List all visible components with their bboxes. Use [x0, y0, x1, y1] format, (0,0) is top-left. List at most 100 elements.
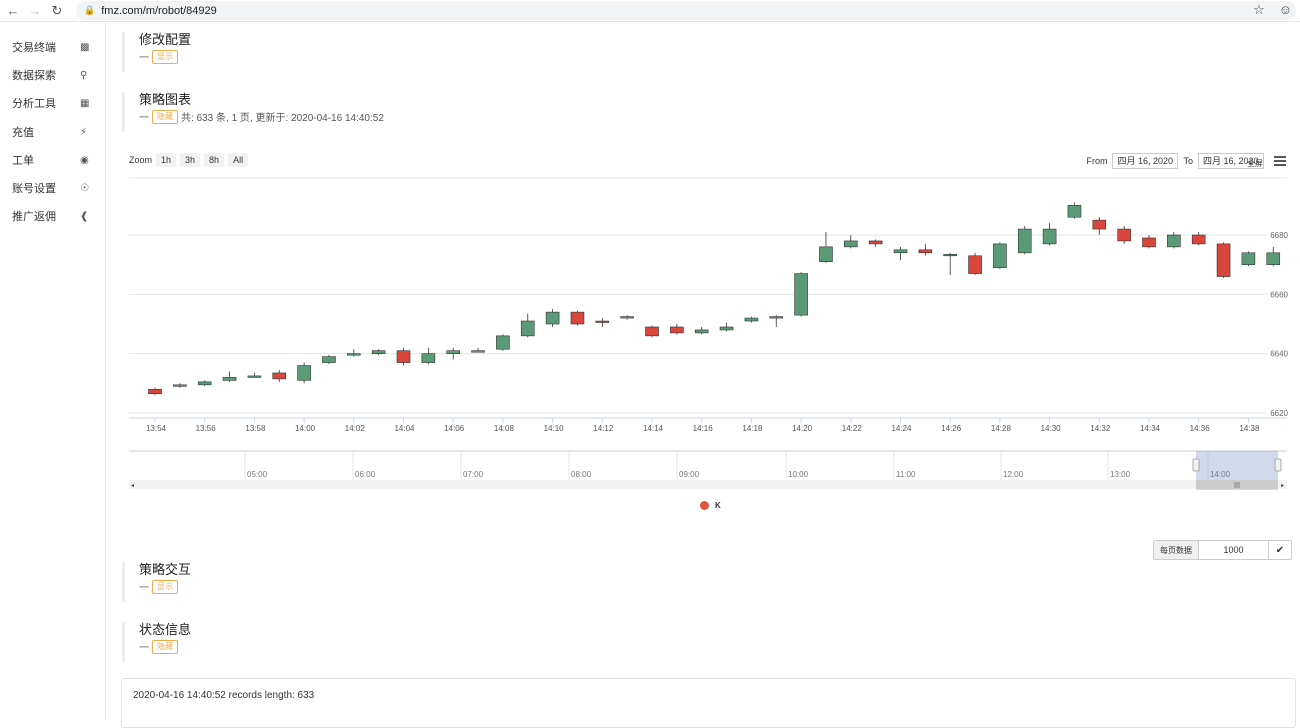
- sidebar-item-recharge[interactable]: 充值 ⚡: [0, 118, 106, 146]
- fullscreen-button[interactable]: 全屏: [1247, 159, 1263, 168]
- zoom-label: Zoom: [129, 155, 153, 165]
- candle-body: [371, 350, 386, 354]
- x-tick-label: 14:08: [494, 424, 515, 433]
- navigator-tick-label: 11:00: [896, 470, 916, 479]
- x-tick-label: 14:06: [444, 424, 465, 433]
- from-label: From: [1086, 156, 1108, 166]
- navigator-right-handle: [1274, 458, 1282, 472]
- confirm-check-icon[interactable]: ✔: [1275, 544, 1285, 556]
- bar-chart-icon: ▩: [80, 41, 90, 53]
- x-tick-label: 14:28: [991, 424, 1012, 433]
- candle-body: [272, 372, 287, 380]
- x-tick-label: 14:30: [1041, 424, 1062, 433]
- url-text[interactable]: fmz.com/m/robot/84929: [101, 4, 217, 17]
- x-tick-label: 14:12: [593, 424, 614, 433]
- candle-body: [918, 249, 933, 254]
- candle-body: [744, 317, 759, 322]
- x-tick-label: 14:04: [394, 424, 415, 433]
- sidebar-item-data-explore[interactable]: 数据探索 ⚲: [0, 61, 106, 89]
- bookmark-star-icon[interactable]: ☆: [1253, 2, 1265, 17]
- candle-body: [943, 253, 958, 257]
- candle-body: [322, 356, 336, 363]
- status-log-text: 2020-04-16 14:40:52 records length: 633: [133, 690, 315, 701]
- to-date-input[interactable]: 四月 16, 2020: [1198, 153, 1264, 169]
- chat-icon: ◉: [80, 154, 89, 166]
- from-date-input[interactable]: 四月 16, 2020: [1112, 153, 1179, 169]
- show-toggle-button[interactable]: 显示: [152, 49, 178, 64]
- chart-legend[interactable]: K: [700, 501, 721, 510]
- y-tick-label: 6680: [1270, 231, 1288, 240]
- sidebar-item-affiliate[interactable]: 推广返佣 ❰: [0, 202, 106, 230]
- per-page-input[interactable]: 1000: [1199, 541, 1269, 559]
- candle-body: [769, 316, 784, 319]
- navigator-tick-label: 13:00: [1110, 470, 1131, 479]
- legend-marker: [700, 501, 709, 510]
- zoom-1h-button[interactable]: 1h: [156, 153, 177, 167]
- hamburger-menu-icon[interactable]: [1274, 156, 1286, 168]
- candle-body: [794, 273, 808, 316]
- candle-body: [396, 350, 411, 363]
- date-range-selector: From 四月 16, 2020 To 四月 16, 2020: [1086, 153, 1264, 169]
- candle-body: [968, 255, 982, 274]
- hide-toggle-button[interactable]: 隐藏: [152, 109, 178, 124]
- sidebar: 交易终端 ▩ 数据探索 ⚲ 分析工具 ▦ 充值 ⚡ 工单 ◉ 账号设置 ☉ 推广…: [0, 23, 106, 720]
- account-icon[interactable]: ☺: [1278, 2, 1292, 17]
- section-interaction: 策略交互 一 显示: [122, 562, 191, 602]
- x-tick-label: 14:00: [295, 424, 316, 433]
- sidebar-item-analysis-tools[interactable]: 分析工具 ▦: [0, 89, 106, 117]
- candle-body: [520, 320, 535, 337]
- sidebar-item-label: 账号设置: [12, 183, 56, 195]
- x-tick-label: 14:02: [345, 424, 366, 433]
- status-log-box: 2020-04-16 14:40:52 records length: 633: [121, 678, 1296, 728]
- sidebar-item-label: 分析工具: [12, 98, 56, 110]
- candle-body: [471, 350, 485, 353]
- candle-body: [1017, 228, 1032, 254]
- sidebar-item-account-settings[interactable]: 账号设置 ☉: [0, 174, 106, 202]
- y-tick-label: 6620: [1270, 409, 1288, 418]
- candle-body: [496, 335, 510, 350]
- sidebar-item-tickets[interactable]: 工单 ◉: [0, 146, 106, 174]
- x-tick-label: 14:18: [742, 424, 763, 433]
- candle-body: [868, 240, 883, 245]
- x-tick-label: 14:14: [643, 424, 664, 433]
- share-icon: ❰: [80, 210, 89, 222]
- collapse-dash: 一: [139, 583, 149, 594]
- navigator-tick-label: 07:00: [463, 470, 484, 479]
- forward-arrow-icon[interactable]: →: [28, 3, 42, 18]
- candle-body: [1266, 252, 1281, 265]
- zoom-3h-button[interactable]: 3h: [180, 153, 201, 167]
- candle-body: [1117, 228, 1131, 242]
- candle-body: [1067, 205, 1082, 218]
- legend-label: K: [715, 501, 721, 510]
- address-bar[interactable]: 🔒 fmz.com/m/robot/84929: [76, 1, 1296, 20]
- navigator-tick-label: 09:00: [679, 470, 700, 479]
- reload-icon[interactable]: ↻: [51, 2, 63, 18]
- candle-body: [694, 329, 709, 334]
- candle-body: [346, 353, 361, 356]
- sidebar-item-trading-terminal[interactable]: 交易终端 ▩: [0, 33, 106, 61]
- x-tick-label: 14:38: [1239, 424, 1260, 433]
- collapse-dash: 一: [139, 643, 149, 654]
- plug-icon: ⚡: [80, 126, 88, 138]
- candle-body: [819, 246, 833, 263]
- scroll-right-arrow-icon: ▸: [1281, 482, 1284, 489]
- per-page-label: 每页数据: [1154, 541, 1199, 559]
- candle-body: [993, 243, 1007, 268]
- zoom-all-button[interactable]: All: [228, 153, 249, 167]
- candle-body: [645, 326, 659, 337]
- candle-body: [446, 350, 461, 354]
- zoom-toolbar: Zoom 1h 3h 8h All: [129, 153, 249, 167]
- section-title: 状态信息: [139, 622, 192, 637]
- sidebar-item-label: 充值: [12, 127, 34, 139]
- zoom-8h-button[interactable]: 8h: [204, 153, 225, 167]
- candle-body: [545, 311, 560, 325]
- candle-body: [1191, 234, 1206, 245]
- show-toggle-button[interactable]: 显示: [152, 579, 178, 594]
- section-title: 修改配置: [139, 32, 192, 47]
- candle-body: [1092, 219, 1107, 230]
- to-label: To: [1183, 156, 1193, 166]
- candle-body: [595, 320, 610, 323]
- back-arrow-icon[interactable]: ←: [6, 3, 20, 18]
- hide-toggle-button[interactable]: 隐藏: [152, 639, 178, 654]
